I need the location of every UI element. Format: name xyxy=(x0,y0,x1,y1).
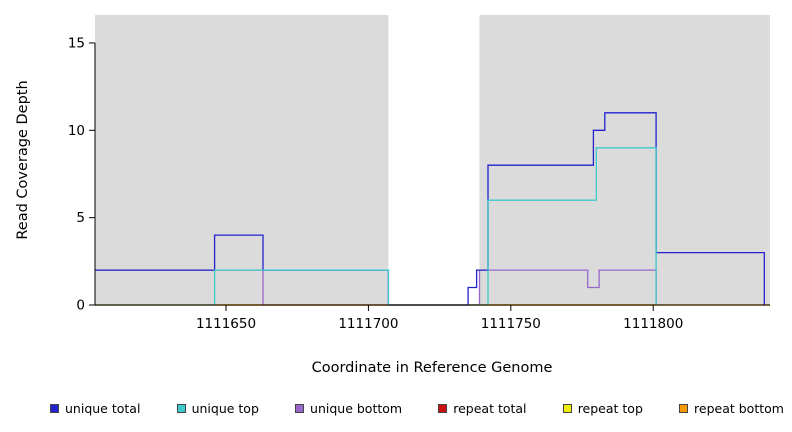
series-line-unique-total xyxy=(95,112,765,306)
legend-item-unique-total: unique total xyxy=(50,401,140,416)
y-tick-label: 5 xyxy=(76,210,85,226)
y-axis-title: Read Coverage Depth xyxy=(15,80,31,239)
x-axis-title: Coordinate in Reference Genome xyxy=(312,360,553,376)
legend-swatch-unique-top xyxy=(176,403,186,413)
legend-label: repeat bottom xyxy=(694,400,784,416)
y-tick-label: 0 xyxy=(76,298,85,314)
legend-item-unique-top: unique top xyxy=(176,400,259,416)
legend-swatch-repeat-total xyxy=(438,403,448,413)
legend-swatch-unique-total xyxy=(50,403,59,413)
y-tick-label: 10 xyxy=(68,123,85,139)
y-tick-label: 15 xyxy=(68,35,85,51)
series-line-unique-bottom xyxy=(95,269,657,306)
legend-label: unique top xyxy=(191,400,259,416)
legend-item-repeat-bottom: repeat bottom xyxy=(679,401,784,416)
chart-legend: unique total unique top unique bottom repea… xyxy=(50,397,784,419)
legend-item-repeat-top: repeat top xyxy=(562,400,643,416)
coverage-plot: 1111650 1111700 1111750 1111800 0 5 10 15 Coord… xyxy=(15,15,770,376)
legend-label: unique bottom xyxy=(310,400,403,416)
legend-swatch-unique-bottom xyxy=(295,403,305,413)
legend-label: unique total xyxy=(65,400,141,416)
x-tick-label: 1111650 xyxy=(196,316,256,332)
legend-label: repeat total xyxy=(453,400,527,416)
background-bands xyxy=(95,15,770,305)
legend-swatch-repeat-top xyxy=(562,403,572,413)
legend-swatch-repeat-bottom xyxy=(679,403,689,413)
x-tick-label: 1111700 xyxy=(338,316,398,332)
shaded-region xyxy=(95,15,389,305)
legend-label: repeat top xyxy=(577,400,643,416)
legend-item-unique-bottom: unique bottom xyxy=(295,401,402,416)
x-tick-label: 1111750 xyxy=(481,316,541,332)
legend-item-repeat-total: repeat total xyxy=(438,400,527,416)
axes: 1111650 1111700 1111750 1111800 0 5 10 15 xyxy=(68,35,770,332)
shaded-region xyxy=(479,15,770,305)
x-tick-label: 1111800 xyxy=(623,316,683,332)
